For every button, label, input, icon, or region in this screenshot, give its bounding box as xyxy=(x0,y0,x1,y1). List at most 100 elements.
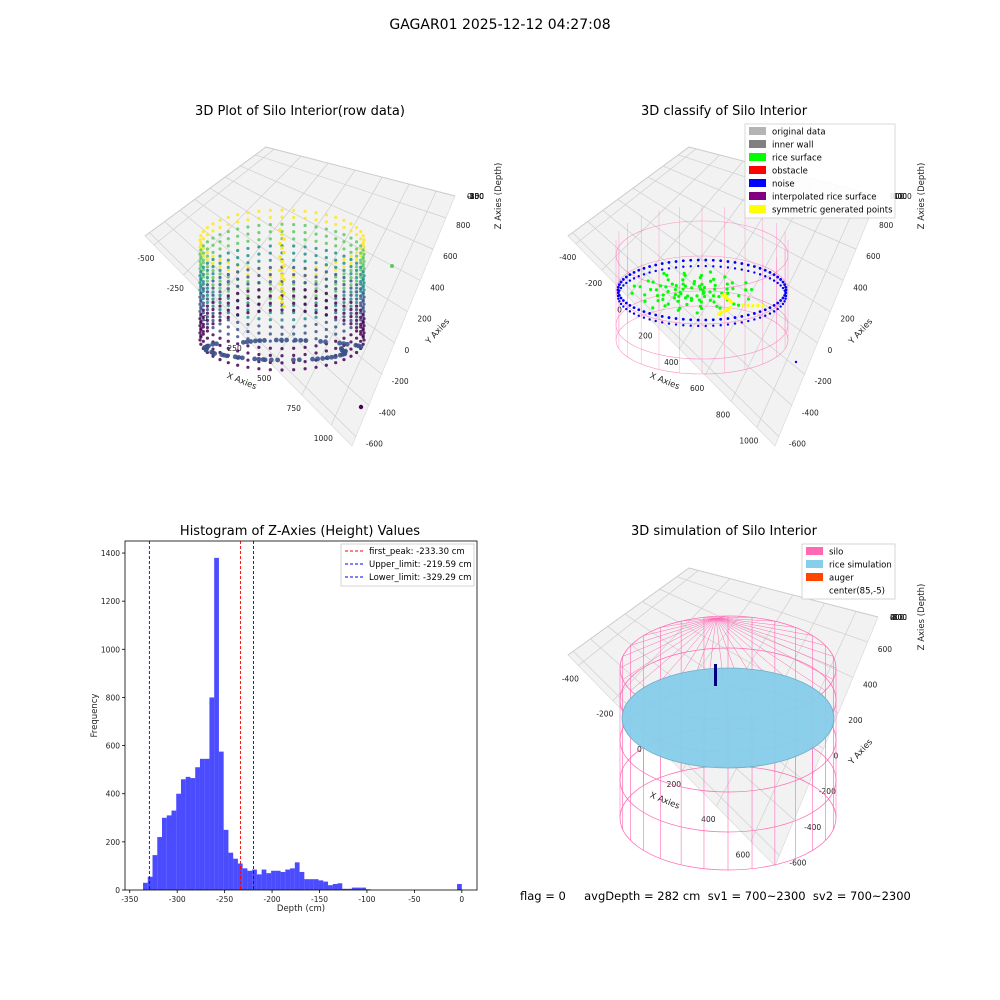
cls-rice-point xyxy=(686,294,690,298)
raw-point xyxy=(349,311,353,315)
raw-point xyxy=(246,268,250,272)
raw-point xyxy=(257,324,261,328)
raw-point xyxy=(354,293,359,297)
raw-point xyxy=(359,332,363,336)
cls-rice-point xyxy=(692,279,697,284)
histogram-bar xyxy=(233,858,238,890)
raw-ztick: -400 xyxy=(467,192,484,201)
raw-point xyxy=(257,288,261,292)
raw-point xyxy=(246,301,250,305)
raw-point xyxy=(201,265,205,269)
histogram-bar xyxy=(323,881,329,890)
raw-point xyxy=(292,282,296,286)
histogram-bar xyxy=(247,870,253,890)
raw-ytick: -400 xyxy=(379,408,396,417)
raw-point xyxy=(354,329,359,333)
raw-point xyxy=(211,286,215,290)
histogram-bar xyxy=(214,557,219,890)
raw-point xyxy=(280,368,284,372)
raw-grid-y xyxy=(164,221,369,406)
raw-point xyxy=(201,229,205,234)
cls-xtick: -400 xyxy=(559,253,576,262)
raw-xtick: 750 xyxy=(287,404,302,413)
raw-point xyxy=(205,290,210,294)
cls-noise-point xyxy=(768,270,772,274)
raw-point xyxy=(359,315,363,319)
raw-point xyxy=(359,258,363,262)
raw-point xyxy=(246,232,250,236)
raw-point xyxy=(342,315,346,319)
raw-point xyxy=(324,277,328,281)
cls-noise-point xyxy=(764,314,767,317)
raw-ztick: -350 xyxy=(467,192,484,201)
raw-point xyxy=(334,296,338,300)
histogram-bar xyxy=(275,870,281,890)
raw-point xyxy=(349,340,353,344)
sim-grid-z xyxy=(567,567,879,656)
raw-point xyxy=(205,240,210,244)
cls-noise-point xyxy=(752,265,756,268)
sim-xtick: 200 xyxy=(667,780,682,789)
sim-ztick: -600 xyxy=(890,613,907,622)
cls-rice-point xyxy=(681,287,685,291)
cls-noise-point xyxy=(781,286,785,290)
raw-point xyxy=(211,254,215,258)
histogram-bar xyxy=(294,862,300,890)
raw-point xyxy=(359,282,363,286)
cls-noise-point xyxy=(768,312,772,315)
raw-point xyxy=(359,287,363,291)
histogram-bar xyxy=(318,880,324,890)
raw-grid-y xyxy=(255,154,447,219)
raw-point xyxy=(361,276,365,281)
cls-noise-point xyxy=(617,292,620,295)
raw-point xyxy=(354,308,359,312)
raw-point xyxy=(359,268,363,272)
raw-point xyxy=(257,273,261,278)
cls-noise-point xyxy=(689,258,693,262)
raw-point xyxy=(303,360,307,364)
cls-noise-point xyxy=(637,314,640,317)
cls-noise-point xyxy=(689,318,693,322)
raw-point xyxy=(226,251,230,255)
raw-point xyxy=(226,346,230,350)
raw-point xyxy=(205,250,210,255)
raw-point xyxy=(353,342,359,348)
raw-point xyxy=(314,344,318,348)
histogram-bar xyxy=(304,879,310,890)
raw-point xyxy=(246,289,250,293)
cls-noise-point xyxy=(758,310,762,314)
raw-point xyxy=(342,318,346,322)
raw-point xyxy=(226,230,230,234)
raw-point xyxy=(268,346,272,350)
histogram-bar xyxy=(457,883,462,890)
raw-point xyxy=(201,322,205,327)
raw-point xyxy=(212,351,218,356)
cls-rice-point xyxy=(672,296,676,300)
cls-noise-point xyxy=(628,279,632,282)
raw-point xyxy=(314,315,318,319)
sim-roof-line xyxy=(715,617,837,669)
cls-noise-point xyxy=(681,317,685,321)
raw-point xyxy=(342,240,346,244)
raw-point xyxy=(292,215,296,220)
raw-point xyxy=(268,301,272,305)
histogram-bar xyxy=(162,817,167,890)
raw-point xyxy=(342,233,346,237)
raw-point xyxy=(211,326,215,330)
raw-point xyxy=(349,322,353,326)
raw-point xyxy=(211,318,215,323)
raw-point xyxy=(205,304,210,308)
cls-noise-point xyxy=(624,275,628,279)
cls-symmetric-point xyxy=(728,298,732,302)
raw-point xyxy=(199,334,203,338)
cls-noise-point xyxy=(632,270,636,274)
cls-rice-point xyxy=(664,285,668,289)
histogram-xtick-label: -250 xyxy=(216,895,233,904)
raw-point xyxy=(257,245,261,249)
raw-point xyxy=(246,329,250,334)
raw-point xyxy=(314,351,318,355)
raw-point xyxy=(349,279,353,283)
raw-point xyxy=(342,336,346,340)
cls-rice-point xyxy=(712,287,717,291)
sim-ytick: 200 xyxy=(848,716,863,725)
